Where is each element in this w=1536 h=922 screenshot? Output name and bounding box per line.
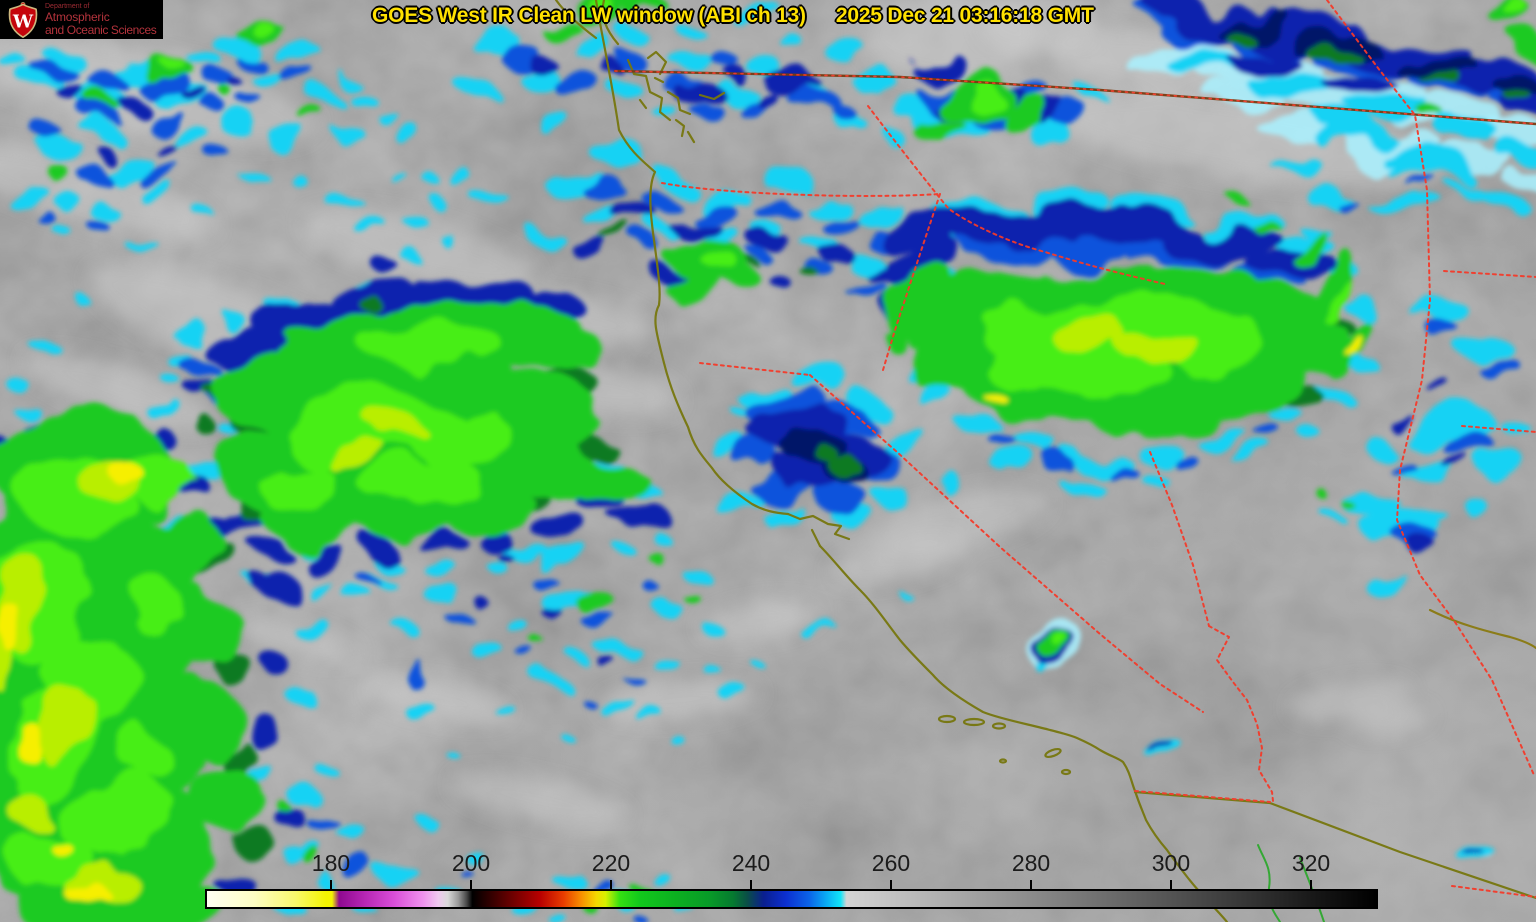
colorbar-tick-label: 260 [871, 850, 911, 876]
colorbar-tick-label: 280 [1011, 850, 1051, 876]
temperature-colorbar: 180 200 220 240 260 280 300 320 [205, 848, 1378, 910]
map-overlay [554, 0, 1536, 922]
colorbar-tick-label: 220 [591, 850, 631, 876]
logo-text: Department of Atmospheric and Oceanic Sc… [45, 3, 157, 37]
timestamp: 2025 Dec 21 03:16:18 GMT [835, 4, 1094, 27]
logo-band: W Department of Atmospheric and Oceanic … [0, 0, 163, 39]
logo-name-line2: and Oceanic Sciences [45, 23, 157, 37]
image-title: GOES West IR Clean LW window (ABI ch 13)… [372, 4, 1094, 28]
product-title: GOES West IR Clean LW window (ABI ch 13) [372, 4, 806, 27]
coastline-path [554, 0, 1536, 922]
colorbar-tick-label: 240 [731, 850, 771, 876]
colorbar-gradient [205, 889, 1378, 909]
logo-name-line1: Atmospheric [45, 10, 110, 24]
uw-crest-icon: W [8, 1, 38, 38]
crest-monogram: W [12, 11, 34, 32]
colorbar-tick-label: 300 [1151, 850, 1191, 876]
logo-department-line: Department of [45, 3, 90, 10]
colorbar-tick-label: 200 [451, 850, 491, 876]
state-borders [661, 0, 1536, 898]
colorbar-tick-label: 180 [311, 850, 351, 876]
colorbar-tick-label: 320 [1291, 850, 1331, 876]
